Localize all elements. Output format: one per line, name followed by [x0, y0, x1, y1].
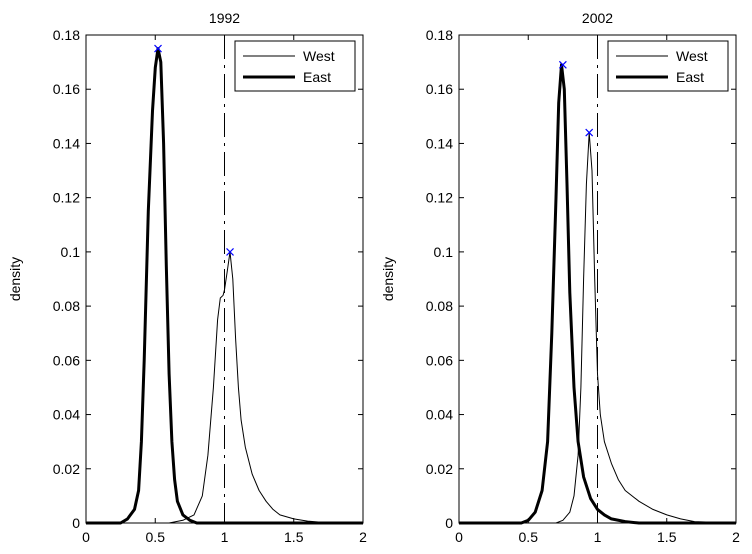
- chart-2-ytick-label: 0.14: [426, 135, 453, 151]
- chart-1-ytick-label: 0.02: [53, 461, 80, 477]
- chart-2-series-east-line: [459, 63, 736, 525]
- chart-1-series-east-line: [86, 47, 363, 525]
- chart-1-series-west-line: [86, 251, 364, 524]
- chart-2-legend-label-west: West: [676, 48, 708, 64]
- chart-1-legend-box: [234, 40, 356, 92]
- chart-1-xtick-label: 1.5: [284, 529, 304, 545]
- chart-1-ytick-label: 0.08: [53, 298, 80, 314]
- chart-1-ytick-label: 0.1: [61, 244, 81, 260]
- chart-1-title: 1992: [209, 10, 240, 26]
- chart-1-ytick-label: 0.18: [53, 27, 80, 43]
- chart-1-ytick-label: 0: [72, 515, 80, 531]
- chart-2-xtick-label: 1.5: [657, 529, 677, 545]
- chart-1-xtick-label: 0.5: [146, 529, 166, 545]
- chart-1-xtick-label: 0: [82, 529, 90, 545]
- chart-2-ylabel: density: [380, 257, 396, 301]
- chart-2-ytick-label: 0.1: [434, 244, 454, 260]
- chart-2-series-west-line: [459, 132, 737, 524]
- chart-1-xtick-label: 1: [221, 529, 229, 545]
- chart-2-ytick-label: 0.12: [426, 190, 453, 206]
- chart-1-peak-marker-west: [226, 247, 234, 256]
- chart-1-ytick-label: 0.14: [53, 135, 80, 151]
- chart-2-ytick-label: 0.16: [426, 81, 453, 97]
- chart-1-xtick-label: 2: [359, 529, 367, 545]
- chart-2-xtick-label: 0.5: [519, 529, 539, 545]
- chart-1-legend-label-east: East: [303, 69, 331, 85]
- chart-1-ytick-label: 0.04: [53, 407, 80, 423]
- chart-1-ytick-label: 0.06: [53, 352, 80, 368]
- chart-1-ytick-label: 0.16: [53, 81, 80, 97]
- chart-2-peak-marker-east: [558, 60, 567, 69]
- chart-2-legend-label-east: East: [676, 69, 704, 85]
- chart-2-ytick-label: 0.18: [426, 27, 453, 43]
- chart-1-ylabel: density: [7, 257, 23, 301]
- chart-2-xtick-label: 2: [732, 529, 740, 545]
- chart-2-ytick-label: 0.04: [426, 407, 453, 423]
- chart-2-ytick-label: 0: [445, 515, 453, 531]
- chart-2-ytick-label: 0.02: [426, 461, 453, 477]
- chart-2-ytick-label: 0.08: [426, 298, 453, 314]
- chart-2-xtick-label: 1: [594, 529, 602, 545]
- chart-1-ytick-label: 0.12: [53, 190, 80, 206]
- chart-2-ytick-label: 0.06: [426, 352, 453, 368]
- chart-2-xtick-label: 0: [455, 529, 463, 545]
- chart-2-peak-marker-west: [585, 128, 594, 137]
- chart-2-legend-box: [607, 40, 729, 92]
- chart-2-title: 2002: [582, 10, 613, 26]
- chart-1-legend-label-west: West: [303, 48, 335, 64]
- chart-1-peak-marker-east: [154, 44, 162, 53]
